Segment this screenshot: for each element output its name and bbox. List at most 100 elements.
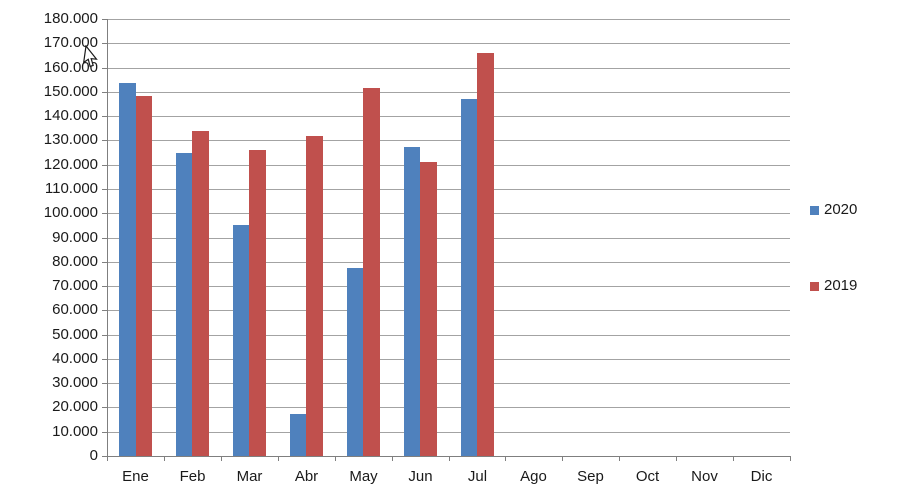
y-axis-tick	[102, 213, 107, 214]
x-axis-label: Jul	[467, 468, 488, 485]
gridline	[107, 238, 790, 239]
x-axis-label: Ago	[520, 468, 547, 485]
bar-2020-abr[interactable]	[289, 413, 307, 456]
y-axis-tick	[102, 432, 107, 433]
x-axis-label: Dic	[750, 468, 773, 485]
y-axis-label: 80.000	[52, 253, 98, 270]
x-axis-tick	[449, 456, 450, 461]
x-axis-tick	[278, 456, 279, 461]
gridline	[107, 383, 790, 384]
gridline	[107, 19, 790, 20]
bar-2020-ene[interactable]	[119, 83, 136, 456]
y-axis-label: 70.000	[52, 277, 98, 294]
gridline	[107, 213, 790, 214]
gridline	[107, 432, 790, 433]
x-axis-label: Feb	[179, 468, 206, 485]
x-axis-label: Ene	[122, 468, 149, 485]
x-axis-tick	[562, 456, 563, 461]
legend-item-2019[interactable]: 2019	[810, 278, 857, 294]
gridline	[107, 189, 790, 190]
y-axis-label: 40.000	[52, 350, 98, 367]
y-axis-label: 90.000	[52, 229, 98, 246]
y-axis-tick	[102, 456, 107, 457]
x-axis-label: Mar	[236, 468, 263, 485]
y-axis-tick	[102, 310, 107, 311]
y-axis-label: 120.000	[43, 156, 98, 173]
y-axis-tick	[102, 189, 107, 190]
bar-2020-feb[interactable]	[175, 152, 193, 456]
gridline	[107, 165, 790, 166]
gridline	[107, 310, 790, 311]
x-axis-tick	[733, 456, 734, 461]
bar-2019-abr[interactable]	[306, 135, 323, 456]
y-axis-label: 20.000	[52, 398, 98, 415]
y-axis-label: 160.000	[43, 59, 98, 76]
y-axis-label: 100.000	[43, 204, 98, 221]
y-axis-tick	[102, 359, 107, 360]
gridline	[107, 43, 790, 44]
x-axis-label: May	[349, 468, 378, 485]
gridline	[107, 262, 790, 263]
y-axis-tick	[102, 286, 107, 287]
legend-item-2020[interactable]: 2020	[810, 202, 857, 218]
gridline	[107, 140, 790, 141]
x-axis-label: Abr	[294, 468, 319, 485]
bar-2020-jun[interactable]	[403, 146, 420, 456]
x-axis-tick	[619, 456, 620, 461]
bar-2019-jul[interactable]	[477, 53, 494, 456]
x-axis-label: Nov	[691, 468, 718, 485]
y-axis-label: 60.000	[52, 301, 98, 318]
gridline	[107, 359, 790, 360]
y-axis-label: 150.000	[43, 83, 98, 100]
y-axis-tick	[102, 407, 107, 408]
y-axis-label: 180.000	[43, 10, 98, 27]
x-axis-tick	[505, 456, 506, 461]
x-axis-tick	[676, 456, 677, 461]
legend-label-2019: 2019	[824, 277, 858, 294]
gridline	[107, 68, 790, 69]
bar-2019-may[interactable]	[363, 88, 380, 456]
y-axis-tick	[102, 238, 107, 239]
y-axis-line	[107, 19, 108, 456]
x-axis-label: Jun	[408, 468, 433, 485]
y-axis-tick	[102, 43, 107, 44]
bar-2019-ene[interactable]	[135, 95, 152, 456]
x-axis-tick	[164, 456, 165, 461]
legend-swatch-2020-icon	[810, 205, 819, 215]
x-axis-label: Oct	[635, 468, 660, 485]
x-axis-tick	[392, 456, 393, 461]
bar-2020-mar[interactable]	[232, 225, 250, 456]
y-axis-label: 140.000	[43, 107, 98, 124]
x-axis-tick	[790, 456, 791, 461]
y-axis-tick	[102, 92, 107, 93]
gridline	[107, 407, 790, 408]
y-axis-tick	[102, 262, 107, 263]
x-axis-tick	[335, 456, 336, 461]
y-axis-tick	[102, 116, 107, 117]
y-axis-tick	[102, 140, 107, 141]
gridline	[107, 92, 790, 93]
gridline	[107, 116, 790, 117]
y-axis-label: 10.000	[52, 423, 98, 440]
y-axis-tick	[102, 165, 107, 166]
bar-2019-feb[interactable]	[192, 130, 209, 456]
y-axis-tick	[102, 68, 107, 69]
y-axis-tick	[102, 335, 107, 336]
bar-2019-mar[interactable]	[249, 150, 266, 456]
legend-swatch-2019-icon	[810, 281, 819, 291]
gridline	[107, 335, 790, 336]
y-axis-label: 130.000	[43, 131, 98, 148]
y-axis-label: 170.000	[43, 34, 98, 51]
y-axis-label: 50.000	[52, 326, 98, 343]
x-axis-label: Sep	[577, 468, 604, 485]
y-axis-tick	[102, 383, 107, 384]
x-axis-tick	[221, 456, 222, 461]
y-axis-label: 30.000	[52, 374, 98, 391]
gridline	[107, 286, 790, 287]
bar-2020-jul[interactable]	[460, 99, 477, 456]
bar-2019-jun[interactable]	[420, 162, 437, 456]
x-axis-tick	[107, 456, 108, 461]
bar-2020-may[interactable]	[346, 267, 364, 456]
legend-label-2020: 2020	[824, 201, 858, 218]
